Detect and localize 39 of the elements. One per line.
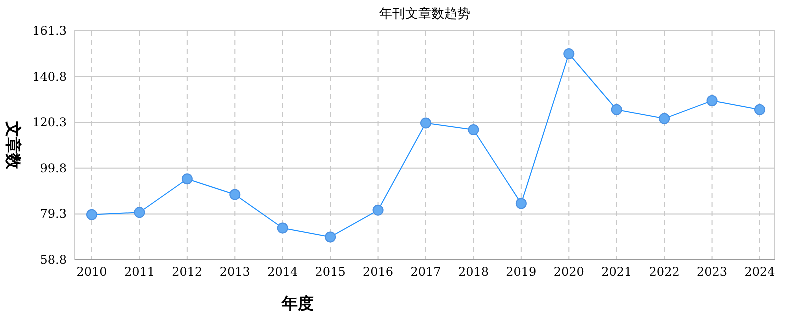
y-tick-label: 58.8 bbox=[40, 253, 67, 267]
point bbox=[372, 204, 384, 216]
point bbox=[277, 222, 288, 234]
x-tick-label: 2012 bbox=[172, 265, 203, 279]
point bbox=[86, 209, 98, 220]
x-tick-label: 2013 bbox=[220, 265, 250, 279]
y-axis-title: 文章数 bbox=[4, 120, 23, 170]
point bbox=[420, 118, 432, 129]
point bbox=[134, 207, 146, 218]
x-tick-label: 2022 bbox=[649, 265, 680, 279]
x-tick-label: 2010 bbox=[76, 265, 108, 279]
x-tick-label: 2017 bbox=[410, 265, 442, 279]
x-tick-label: 2021 bbox=[602, 265, 632, 279]
x-tick-label: 2020 bbox=[554, 265, 584, 279]
point bbox=[325, 232, 336, 243]
x-tick-label: 2014 bbox=[268, 265, 298, 279]
y-tick-label: 120.3 bbox=[32, 116, 67, 130]
y-tick-label: 79.3 bbox=[40, 207, 67, 222]
point bbox=[516, 198, 527, 210]
point bbox=[659, 113, 670, 124]
point bbox=[564, 48, 575, 60]
point bbox=[706, 95, 718, 106]
x-axis-title: 年度 bbox=[281, 294, 314, 313]
x-tick-label: 2011 bbox=[124, 265, 155, 279]
y-tick-label: 161.3 bbox=[32, 24, 67, 38]
point bbox=[754, 104, 766, 116]
chart-title: 年刊文章数趋势 bbox=[380, 7, 470, 22]
point bbox=[468, 124, 480, 136]
point bbox=[182, 174, 193, 185]
point bbox=[611, 104, 622, 116]
x-tick-label: 2024 bbox=[744, 265, 776, 279]
x-tick-label: 2018 bbox=[458, 265, 489, 279]
y-tick-label: 140.8 bbox=[32, 70, 67, 84]
point bbox=[230, 189, 241, 200]
x-tick-label: 2016 bbox=[363, 265, 394, 279]
x-tick-label: 2015 bbox=[315, 265, 346, 279]
x-tick-label: 2019 bbox=[506, 265, 537, 279]
x-tick-label: 2023 bbox=[697, 265, 728, 279]
y-tick-label: 99.8 bbox=[40, 161, 67, 176]
